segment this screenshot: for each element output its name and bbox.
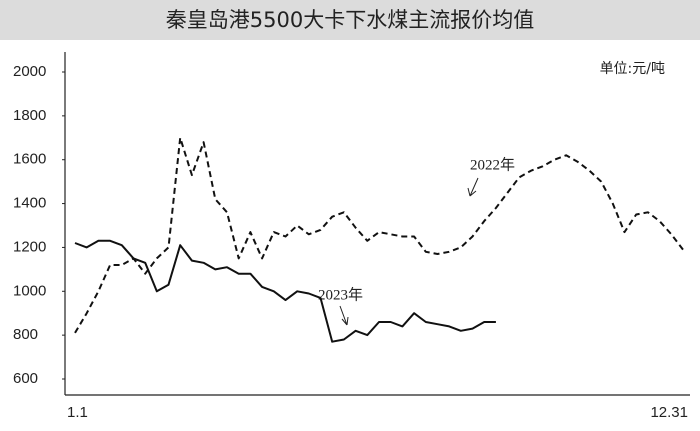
chart-title: 秦皇岛港5500大卡下水煤主流报价均值 — [166, 8, 534, 32]
annotation-arrow — [467, 177, 479, 197]
y-tick-label: 1000 — [13, 282, 46, 299]
series-annotation: 2023年 — [318, 286, 363, 303]
y-tick-label: 1200 — [13, 238, 46, 255]
y-tick-label: 2000 — [13, 63, 46, 80]
y-tick-label: 800 — [13, 326, 38, 343]
y-tick-label: 1800 — [13, 107, 46, 124]
x-tick-label: 12.31 — [650, 404, 688, 421]
series-line — [74, 136, 684, 334]
annotation-arrow — [339, 305, 349, 326]
y-tick-label: 600 — [13, 370, 38, 387]
y-tick-label: 1400 — [13, 195, 46, 212]
y-tick-label: 1600 — [13, 151, 46, 168]
series-annotation: 2022年 — [470, 156, 515, 173]
unit-label: 单位:元/吨 — [600, 61, 665, 77]
title-bar — [0, 0, 700, 40]
x-tick-label: 1.1 — [67, 404, 88, 421]
series-line — [74, 239, 496, 343]
